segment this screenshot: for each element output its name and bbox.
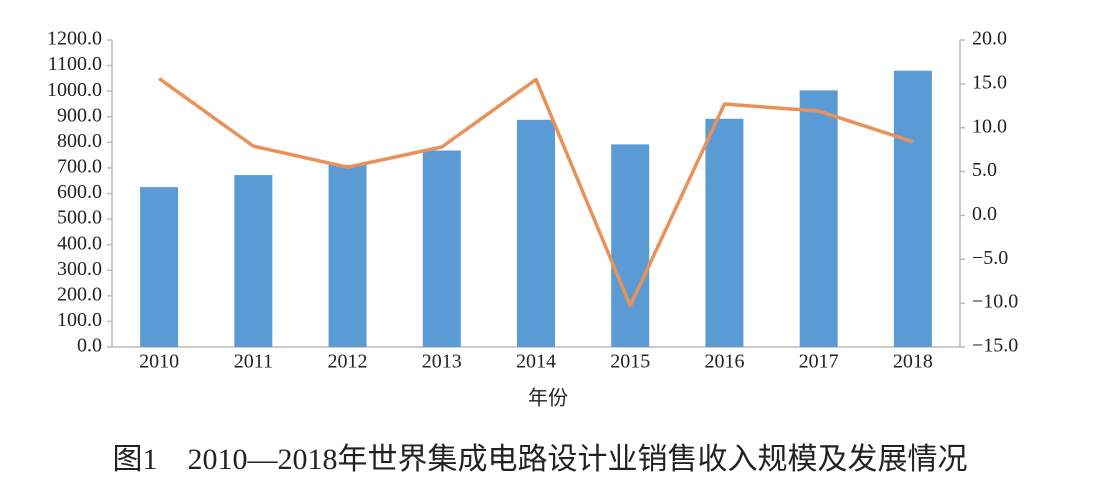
y-tick-label: 1200.0 xyxy=(47,28,102,50)
bar xyxy=(517,119,555,347)
y2-tick-label: −10.0 xyxy=(972,291,1018,313)
y2-tick-label: 0.0 xyxy=(972,203,997,225)
x-tick-label: 2013 xyxy=(422,351,462,373)
y-tick-label: 800.0 xyxy=(57,130,102,152)
x-tick-label: 2017 xyxy=(799,351,839,373)
y-tick-label: 300.0 xyxy=(57,258,102,280)
y-tick-label: 400.0 xyxy=(57,232,102,254)
line xyxy=(158,77,914,308)
bar xyxy=(234,175,273,347)
x-tick-label: 2016 xyxy=(704,351,744,373)
x-tick-label: 2010 xyxy=(139,351,179,373)
y2-tick-label: 10.0 xyxy=(972,115,1007,137)
y2-tick-label: 20.0 xyxy=(972,28,1007,50)
y2-tick-label: 15.0 xyxy=(972,71,1007,93)
y-tick-label: 900.0 xyxy=(57,104,102,126)
bar xyxy=(328,164,367,347)
y-tick-label: 1100.0 xyxy=(48,53,102,75)
y2-tick-label: −15.0 xyxy=(972,335,1018,357)
y-tick-label: 1000.0 xyxy=(47,79,102,101)
bar xyxy=(799,90,838,347)
x-tick-label: 2012 xyxy=(328,351,368,373)
x-axis-label: 年份 xyxy=(528,387,568,410)
bar xyxy=(611,144,650,347)
y-tick-label: 500.0 xyxy=(57,207,102,229)
x-tick-label: 2015 xyxy=(610,351,650,373)
x-tick-label: 2014 xyxy=(516,351,556,373)
y-tick-label: 100.0 xyxy=(57,309,102,331)
bar xyxy=(140,187,179,347)
x-tick-label: 2011 xyxy=(234,351,273,373)
chart-title: 图1 2010—2018年世界集成电路设计业销售收入规模及发展情况 xyxy=(113,443,968,476)
y2-tick-label: −5.0 xyxy=(972,247,1008,269)
bar xyxy=(893,70,932,347)
y2-tick-label: 5.0 xyxy=(972,159,997,181)
bar xyxy=(705,118,744,348)
y-tick-label: 200.0 xyxy=(57,283,102,305)
y-tick-label: 700.0 xyxy=(57,156,102,178)
y-tick-label: 600.0 xyxy=(57,181,102,203)
y-tick-label: 0.0 xyxy=(77,335,102,357)
x-tick-label: 2018 xyxy=(893,351,933,373)
bar xyxy=(422,150,461,347)
